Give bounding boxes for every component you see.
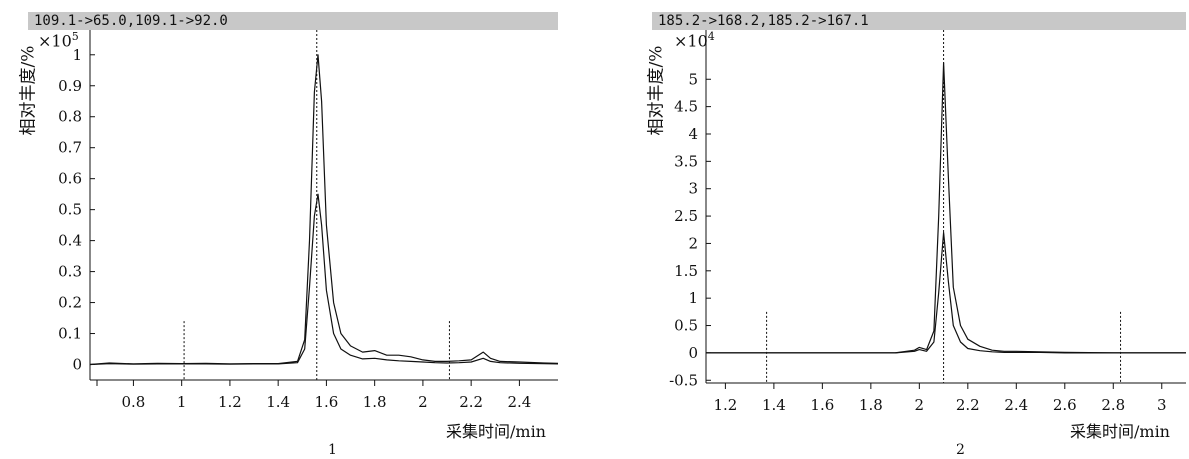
y-tick-label: 5	[688, 70, 698, 88]
chart-header: 185.2->168.2,185.2->167.1	[652, 12, 1186, 30]
x-tick-label: 1.4	[266, 393, 290, 411]
y-tick-label: 0.6	[58, 170, 82, 188]
y-multiplier-exponent: 4	[707, 30, 715, 43]
y-tick-label: 1.5	[674, 262, 698, 280]
x-tick-label: 2.4	[1004, 396, 1028, 414]
chart-caption: 2	[956, 442, 965, 458]
y-tick-label: 4	[688, 125, 698, 143]
x-tick-label: 2.2	[956, 396, 980, 414]
x-tick-label: 1	[177, 393, 187, 411]
x-tick-label: 0.8	[121, 393, 145, 411]
y-tick-label: 0.7	[58, 139, 82, 157]
chart-panel-1: 109.1->65.0,109.1->92.0 相对丰度/% ×105 0 0.1…	[0, 0, 560, 459]
x-tick-label: 1.6	[810, 396, 834, 414]
chart-caption: 1	[328, 442, 337, 458]
y-tick-label: 4.5	[674, 98, 698, 116]
y-tick-label: 0.2	[58, 294, 82, 312]
x-tick-label: 3	[1157, 396, 1167, 414]
chart-header: 109.1->65.0,109.1->92.0	[28, 12, 558, 30]
x-tick-label: 2	[418, 393, 428, 411]
y-multiplier: ×104	[674, 30, 715, 50]
y-tick-label: -0.5	[669, 371, 698, 389]
y-tick-label: 0.9	[58, 77, 82, 95]
x-axis-label: 采集时间/min	[1070, 422, 1170, 441]
y-tick-label: 0.3	[58, 263, 82, 281]
y-tick-label: 1	[688, 289, 698, 307]
y-tick-label: 0.1	[58, 325, 82, 343]
y-multiplier-exponent: 5	[71, 30, 79, 43]
y-tick-label: 2.5	[674, 207, 698, 225]
x-tick-label: 2.6	[1053, 396, 1077, 414]
y-tick-label: 0	[72, 356, 82, 374]
x-axis-label: 采集时间/min	[446, 422, 546, 441]
series-line-2	[89, 193, 559, 366]
x-tick-label: 1.8	[363, 393, 387, 411]
x-tick-label: 1.8	[859, 396, 883, 414]
y-tick-label: 0.4	[58, 232, 82, 250]
series-line-1	[706, 62, 1186, 354]
series-line-2	[706, 231, 1186, 354]
chart-plot-area: -0.5 0 0.5 1 1.5 2 2.5 3 3.5 4 4.5 5 1.2 1.4 1.6 1.8 2 2.…	[669, 30, 1186, 414]
x-tick-label: 2	[915, 396, 925, 414]
y-tick-label: 1	[72, 46, 82, 64]
x-tick-label: 2.4	[507, 393, 531, 411]
y-tick-label: 0.8	[58, 108, 82, 126]
series-line-1	[89, 54, 559, 366]
x-tick-label: 1.6	[314, 393, 338, 411]
y-multiplier-base: ×10	[38, 31, 72, 51]
x-tick-label: 1.2	[713, 396, 737, 414]
y-tick-label: 0.5	[58, 201, 82, 219]
x-tick-label: 2.2	[459, 393, 483, 411]
y-tick-label: 3	[688, 180, 698, 198]
y-tick-label: 0	[688, 344, 698, 362]
y-tick-label: 2	[688, 234, 698, 252]
x-tick-label: 1.2	[218, 393, 242, 411]
x-tick-label: 1.4	[762, 396, 786, 414]
y-multiplier: ×105	[38, 30, 79, 50]
chart-panel-2: 185.2->168.2,185.2->167.1 相对丰度/% ×104 -0…	[628, 0, 1188, 459]
y-tick-label: 3.5	[674, 152, 698, 170]
y-multiplier-base: ×10	[674, 31, 708, 51]
x-tick-label: 2.8	[1101, 396, 1125, 414]
y-tick-label: 0.5	[674, 317, 698, 335]
chart-plot-area: 0 0.1 0.2 0.3 0.4 0.5 0.6 0.7 0.8 0.9 1 0.8 1 1.2 1.4 1…	[58, 30, 559, 411]
